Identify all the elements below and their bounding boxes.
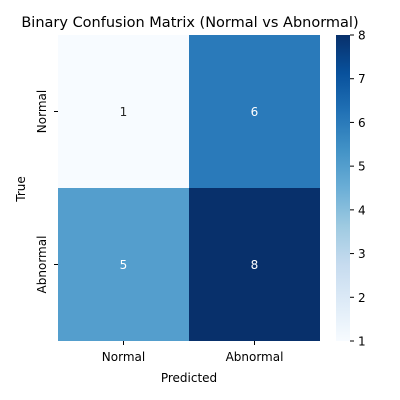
colorbar-tick-label: 7: [358, 72, 366, 86]
heatmap-cells: 1 65 8: [58, 35, 320, 341]
colorbar-tick-label: 2: [358, 291, 366, 305]
colorbar-tick-label: 6: [358, 116, 366, 130]
colorbar-tick-label: 5: [358, 160, 366, 174]
colorbar-tick-label: 8: [358, 29, 366, 43]
cell-value-label: 1: [120, 105, 128, 119]
y-axis-label: True: [14, 176, 28, 203]
y-tick-label: Abnormal: [35, 236, 49, 294]
colorbar-tick-label: 3: [358, 247, 366, 261]
colorbar-tick-label: 1: [358, 335, 366, 349]
cell-value-label: 8: [251, 258, 259, 272]
colorbar-ticks: 1 2 3 4 5 6 7 8: [350, 29, 366, 349]
colorbar: 1 2 3 4 5 6 7 8: [336, 29, 366, 349]
cell-normal-normal: [58, 35, 189, 188]
colorbar-gradient: [336, 35, 350, 341]
x-tick-label: Normal: [102, 350, 145, 364]
heatmap-axes: Normal Abnormal Normal Abnormal: [35, 90, 283, 364]
cell-value-label: 5: [120, 258, 128, 272]
cell-abnormal-abnormal: [189, 188, 320, 341]
cell-normal-abnormal: [189, 35, 320, 188]
y-tick-label: Normal: [35, 90, 49, 133]
x-axis-label: Predicted: [161, 371, 217, 385]
cell-value-label: 6: [251, 105, 259, 119]
colorbar-tick-label: 4: [358, 203, 366, 217]
cell-abnormal-normal: [58, 188, 189, 341]
x-tick-label: Abnormal: [226, 350, 284, 364]
chart-title: Binary Confusion Matrix (Normal vs Abnor…: [21, 15, 358, 31]
